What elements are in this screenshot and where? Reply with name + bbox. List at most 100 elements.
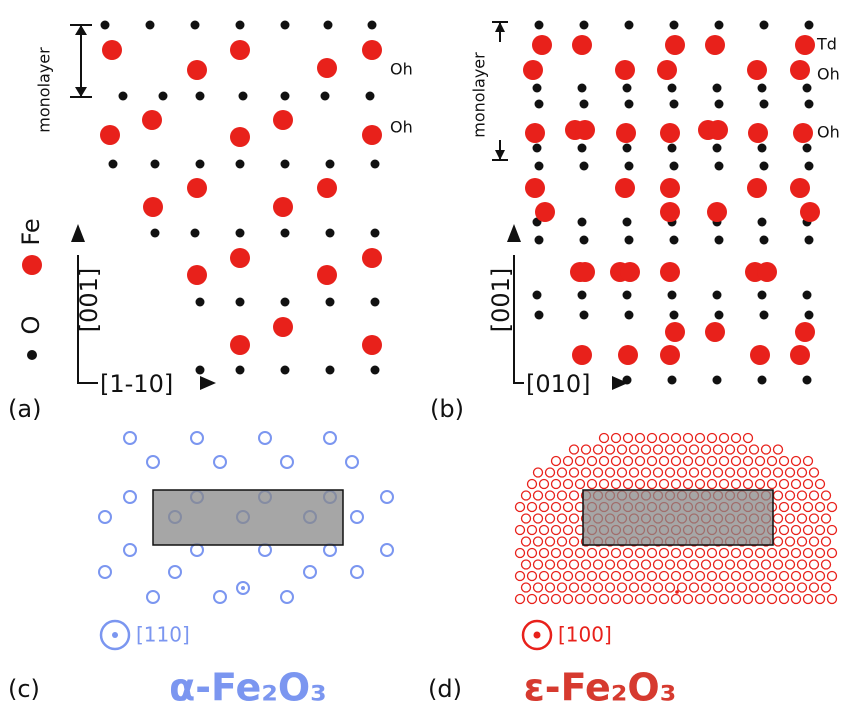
- arrowheads: [495, 22, 505, 160]
- o-atom: [281, 21, 290, 30]
- fe-atom: [657, 60, 677, 80]
- ring-center: [675, 590, 679, 594]
- ring: [576, 457, 585, 466]
- fe-atom: [705, 322, 725, 342]
- ring: [540, 595, 549, 604]
- ring: [642, 445, 651, 454]
- fe-atom: [660, 202, 680, 222]
- o-atom: [670, 311, 679, 320]
- fe-atom: [615, 178, 635, 198]
- ring: [786, 514, 795, 523]
- ring: [522, 491, 531, 500]
- ring: [774, 514, 783, 523]
- fe-atom: [273, 317, 293, 337]
- ring: [684, 457, 693, 466]
- ring: [534, 583, 543, 592]
- o-atom: [715, 100, 724, 109]
- o-atom: [625, 100, 634, 109]
- ring: [534, 560, 543, 569]
- ring: [666, 445, 675, 454]
- o-atom: [326, 298, 335, 307]
- ring: [696, 434, 705, 443]
- ring: [351, 566, 363, 578]
- fe-atom: [362, 40, 382, 60]
- ring: [684, 549, 693, 558]
- o-atom: [803, 144, 812, 153]
- fe-atom: [660, 345, 680, 365]
- ring: [534, 514, 543, 523]
- legend-fe: Fe: [17, 218, 45, 245]
- ring: [600, 480, 609, 489]
- ring: [618, 583, 627, 592]
- ring: [672, 457, 681, 466]
- ring: [558, 560, 567, 569]
- fe-atom: [230, 127, 250, 147]
- o-atom: [533, 144, 542, 153]
- ring: [642, 560, 651, 569]
- ring: [696, 572, 705, 581]
- ring: [346, 456, 358, 468]
- ring: [624, 595, 633, 604]
- ring: [600, 549, 609, 558]
- ring: [792, 480, 801, 489]
- ring: [522, 514, 531, 523]
- ring: [720, 572, 729, 581]
- ring: [672, 572, 681, 581]
- ring: [774, 491, 783, 500]
- ring: [516, 549, 525, 558]
- ring: [792, 572, 801, 581]
- ring: [774, 583, 783, 592]
- ring: [612, 480, 621, 489]
- o-atom: [713, 144, 722, 153]
- ring: [786, 537, 795, 546]
- ring: [756, 480, 765, 489]
- ring: [744, 480, 753, 489]
- ring: [810, 560, 819, 569]
- fe-atom: [748, 123, 768, 143]
- fe-atom: [230, 335, 250, 355]
- ring: [654, 445, 663, 454]
- ring: [714, 583, 723, 592]
- o-atom: [625, 311, 634, 320]
- ring: [798, 583, 807, 592]
- ring: [516, 595, 525, 604]
- axis-label: [1-10]: [100, 370, 173, 398]
- ring: [546, 468, 555, 477]
- ring: [828, 595, 837, 604]
- ring: [570, 583, 579, 592]
- ring: [582, 560, 591, 569]
- ring: [540, 549, 549, 558]
- ring: [582, 445, 591, 454]
- ring: [516, 526, 525, 535]
- ring: [594, 468, 603, 477]
- ring: [516, 572, 525, 581]
- fe-atom: [102, 40, 122, 60]
- formula: ε-Fe₂O₃: [524, 666, 677, 710]
- o-atom: [760, 100, 769, 109]
- ring: [798, 560, 807, 569]
- o-atom: [578, 218, 587, 227]
- ring: [540, 503, 549, 512]
- ring: [660, 549, 669, 558]
- ring: [522, 583, 531, 592]
- ring: [564, 457, 573, 466]
- fe-atom: [317, 265, 337, 285]
- ring: [576, 480, 585, 489]
- o-atom: [196, 298, 205, 307]
- ring: [732, 434, 741, 443]
- ring: [564, 595, 573, 604]
- ring: [636, 434, 645, 443]
- fe-atom: [187, 178, 207, 198]
- ring: [582, 468, 591, 477]
- ring: [546, 560, 555, 569]
- ring: [798, 537, 807, 546]
- ring: [660, 457, 669, 466]
- ring: [762, 583, 771, 592]
- ring: [804, 526, 813, 535]
- ring: [804, 595, 813, 604]
- fe-atom: [790, 345, 810, 365]
- ring: [780, 480, 789, 489]
- o-atom: [326, 229, 335, 238]
- o-atom: [625, 162, 634, 171]
- ring: [804, 457, 813, 466]
